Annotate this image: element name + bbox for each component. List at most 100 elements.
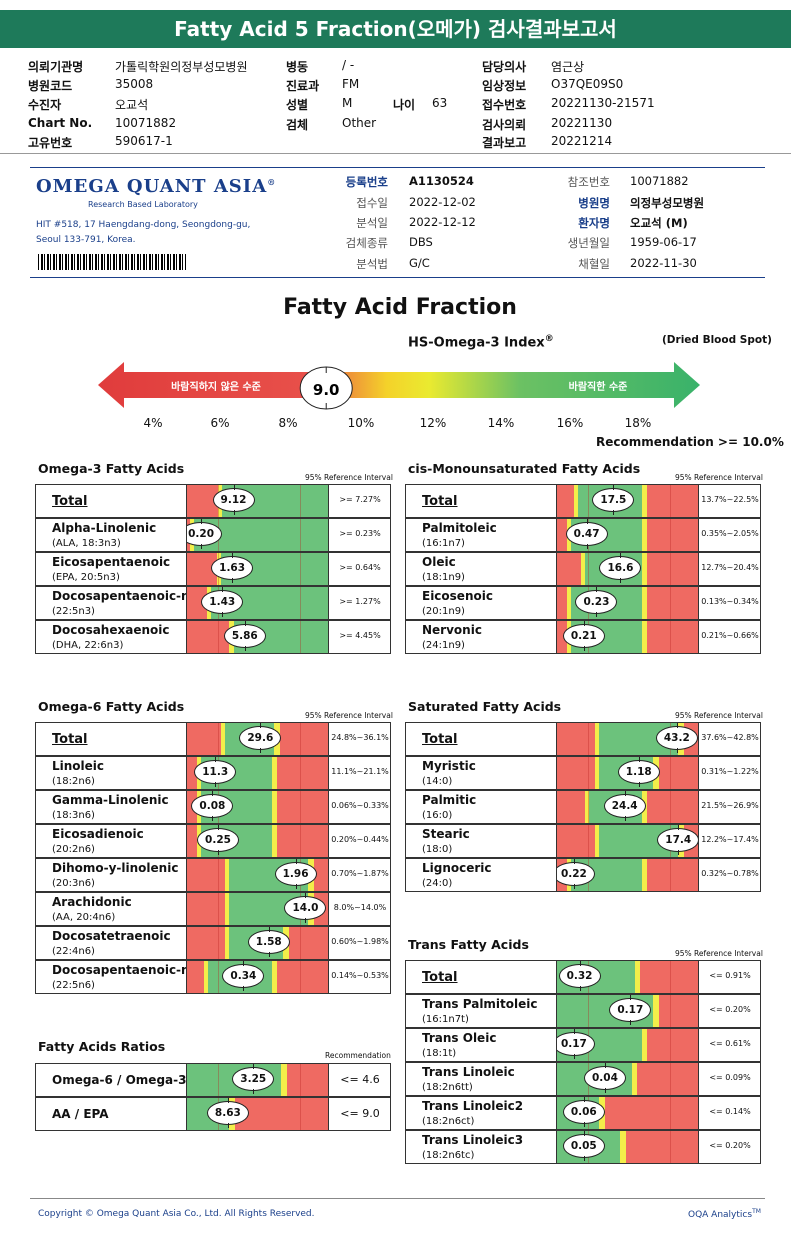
- row-bar: 5.86: [186, 621, 329, 653]
- table-row: Total 17.5 13.7%~22.5%: [405, 484, 761, 518]
- row-value-marker: 0.22: [557, 859, 595, 889]
- patient-value: 20221130-21571: [551, 96, 655, 110]
- table-row: Stearic (18:0) 17.4 12.2%~17.4%: [405, 824, 761, 858]
- omega-quant-logo: OMEGA QUANT ASIA®: [36, 176, 277, 197]
- row-name: Eicosapentaenoic: [52, 555, 171, 569]
- gauge-tick: 6%: [210, 416, 230, 430]
- patient-value: 590617-1: [115, 134, 173, 148]
- row-bar: 0.47: [556, 519, 699, 551]
- row-name: Trans Linoleic2: [422, 1099, 524, 1113]
- row-subname: (EPA, 20:5n3): [52, 572, 120, 583]
- row-reference: 0.14%~0.53%: [331, 971, 389, 980]
- row-bar: 43.2: [556, 723, 699, 755]
- gauge-tick: 14%: [487, 416, 515, 430]
- row-subname: (18:2n6tt): [422, 1082, 473, 1093]
- copyright: Copyright © Omega Quant Asia Co., Ltd. A…: [38, 1209, 315, 1219]
- row-name: Alpha-Linolenic: [52, 521, 157, 535]
- lab-field-value: A1130524: [409, 174, 474, 188]
- row-value-marker: 1.58: [247, 927, 290, 957]
- row-bar: 8.63: [186, 1098, 329, 1130]
- row-reference: 12.2%~17.4%: [701, 835, 759, 844]
- row-subname: (24:0): [422, 878, 453, 889]
- row-name: Trans Linoleic: [422, 1065, 515, 1079]
- patient-label: 병동: [286, 60, 309, 74]
- row-subname: (20:3n6): [52, 878, 95, 889]
- row-reference: 37.6%~42.8%: [701, 733, 759, 742]
- row-bar: 16.6: [556, 553, 699, 585]
- patient-label: Chart No.: [28, 116, 93, 130]
- row-value-marker: 3.25: [232, 1064, 275, 1094]
- row-bar: 0.06: [556, 1097, 699, 1129]
- row-bar: 0.22: [556, 859, 699, 891]
- row-value-marker: 0.47: [565, 519, 608, 549]
- row-bar: 0.17: [556, 995, 699, 1027]
- row-name: Docosapentaenoic-n3: [52, 589, 198, 603]
- row-reference: 8.0%~14.0%: [333, 903, 387, 912]
- row-value-marker: 0.17: [557, 1029, 595, 1059]
- row-value-marker: 0.32: [558, 961, 601, 991]
- row-bar: 0.17: [556, 1029, 699, 1061]
- row-name: Oleic: [422, 555, 456, 569]
- row-value-marker: 1.63: [211, 553, 254, 583]
- gauge-tick: 16%: [556, 416, 584, 430]
- row-reference: >= 7.27%: [339, 495, 381, 504]
- ref-interval-header: 95% Reference Interval: [675, 711, 763, 720]
- table-row: Total 29.6 24.8%~36.1%: [35, 722, 391, 756]
- row-name: Lignoceric: [422, 861, 492, 875]
- row-bar: 17.5: [556, 485, 699, 517]
- table-row: Nervonic (24:1n9) 0.21 0.21%~0.66%: [405, 620, 761, 654]
- row-value-marker: 16.6: [599, 553, 642, 583]
- row-bar: 0.05: [556, 1131, 699, 1163]
- table-row: Docosapentaenoic-n6 (22:5n6) 0.34 0.14%~0.5…: [35, 960, 391, 994]
- row-subname: (20:2n6): [52, 844, 95, 855]
- patient-label: 병원코드: [28, 79, 73, 93]
- row-reference: 21.5%~26.9%: [701, 801, 759, 810]
- patient-label: 성별: [286, 98, 309, 112]
- row-reference: <= 4.6: [340, 1073, 380, 1086]
- row-reference: 0.70%~1.87%: [331, 869, 389, 878]
- row-subname: (22:5n6): [52, 980, 95, 991]
- row-name: Trans Linoleic3: [422, 1133, 524, 1147]
- table-row: Palmitoleic (16:1n7) 0.47 0.35%~2.05%: [405, 518, 761, 552]
- row-subname: (ALA, 18:3n3): [52, 538, 121, 549]
- row-subname: (14:0): [422, 776, 453, 787]
- row-subname: (18:0): [422, 844, 453, 855]
- lab-field-value: G/C: [409, 256, 430, 270]
- row-subname: (24:1n9): [422, 640, 465, 651]
- ref-interval-header: 95% Reference Interval: [675, 473, 763, 482]
- oqa-analytics: OQA AnalyticsTM: [688, 1208, 761, 1220]
- patient-label: 의뢰기관명: [28, 60, 84, 74]
- gauge-tick: 4%: [143, 416, 163, 430]
- table-row: Docosatetraenoic (22:4n6) 1.58 0.60%~1.98%: [35, 926, 391, 960]
- patient-label: 고유번호: [28, 136, 73, 150]
- row-name: AA / EPA: [52, 1107, 109, 1121]
- row-bar: 11.3: [186, 757, 329, 789]
- row-value-marker: 0.25: [197, 825, 240, 855]
- lab-field-value: 의정부성모병원: [630, 196, 705, 210]
- row-name: Docosapentaenoic-n6: [52, 963, 198, 977]
- table-row: Alpha-Linolenic (ALA, 18:3n3) 0.20 >= 0.23%: [35, 518, 391, 552]
- lab-field-label: 접수일: [356, 196, 388, 210]
- ref-interval-header: 95% Reference Interval: [305, 473, 393, 482]
- row-bar: 0.08: [186, 791, 329, 823]
- row-name: Docosahexaenoic: [52, 623, 170, 637]
- gauge-tick: 18%: [624, 416, 652, 430]
- row-bar: 1.96: [186, 859, 329, 891]
- row-bar: 0.32: [556, 961, 699, 993]
- row-name: Trans Oleic: [422, 1031, 497, 1045]
- row-bar: 0.34: [186, 961, 329, 993]
- row-subname: (18:2n6tc): [422, 1150, 475, 1161]
- lab-field-value: DBS: [409, 235, 433, 249]
- row-value-marker: 1.43: [201, 587, 244, 617]
- row-value-marker: 0.17: [609, 995, 652, 1025]
- index-value: 9.0: [313, 381, 340, 399]
- table-row: Linoleic (18:2n6) 11.3 11.1%~21.1%: [35, 756, 391, 790]
- row-name: Docosatetraenoic: [52, 929, 171, 943]
- row-name: Nervonic: [422, 623, 482, 637]
- row-name: Total: [52, 494, 88, 509]
- patient-label: 진료과: [286, 79, 320, 93]
- row-subname: (18:1t): [422, 1048, 457, 1059]
- panel-title: Trans Fatty Acids: [408, 937, 529, 952]
- lab-field-label: 환자명: [578, 216, 610, 230]
- lab-field-label: 참조번호: [567, 175, 610, 189]
